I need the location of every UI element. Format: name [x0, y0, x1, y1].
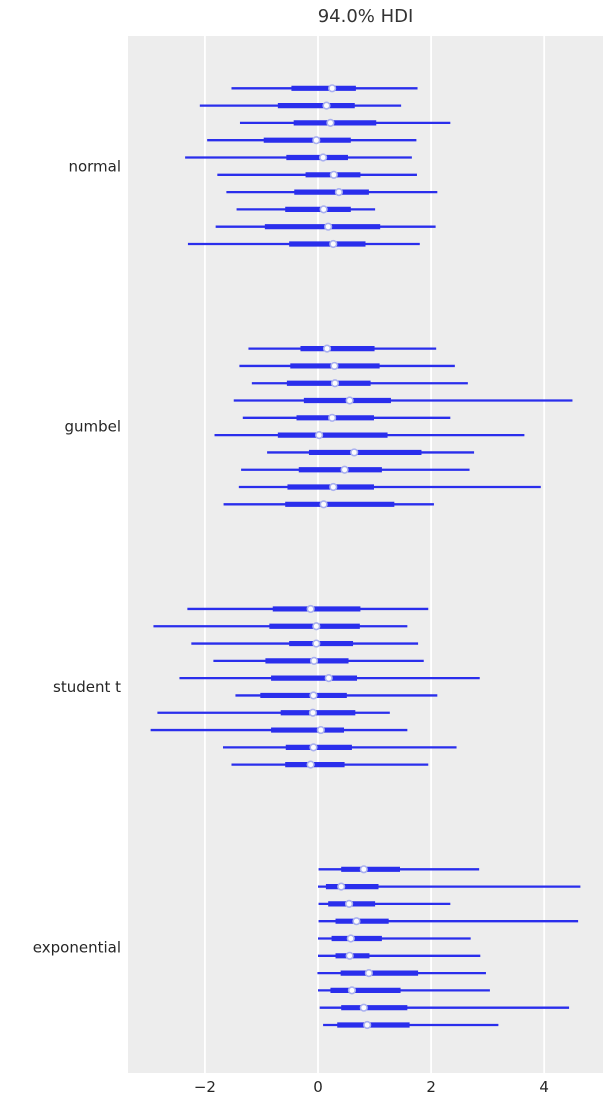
median-marker: [319, 205, 328, 214]
median-marker: [337, 882, 346, 891]
median-marker: [309, 656, 319, 665]
median-marker: [324, 674, 333, 683]
median-marker: [315, 431, 324, 440]
median-marker: [346, 934, 355, 943]
median-marker: [306, 604, 315, 614]
median-marker: [318, 153, 328, 162]
median-marker: [306, 760, 315, 769]
median-marker: [345, 951, 354, 960]
median-marker: [309, 691, 318, 700]
x-tick-label: 4: [539, 1078, 549, 1096]
median-marker: [352, 917, 361, 926]
median-marker: [322, 344, 332, 353]
y-group-label: normal: [68, 157, 121, 175]
x-tick-label: 0: [313, 1078, 323, 1096]
median-marker: [334, 188, 344, 197]
y-group-label: exponential: [33, 938, 121, 956]
median-marker: [328, 413, 337, 422]
median-marker: [312, 639, 321, 648]
median-marker: [350, 448, 359, 457]
y-group-label: gumbel: [64, 418, 121, 436]
median-marker: [324, 222, 333, 231]
median-marker: [328, 84, 337, 93]
median-marker: [326, 118, 335, 127]
median-marker: [329, 482, 338, 492]
median-marker: [364, 968, 373, 978]
median-marker: [359, 1003, 368, 1012]
median-marker: [319, 500, 328, 509]
plot-title: 94.0% HDI: [317, 6, 414, 27]
median-marker: [312, 136, 321, 145]
median-marker: [345, 396, 354, 405]
median-marker: [330, 361, 339, 371]
median-marker: [330, 379, 340, 388]
median-marker: [329, 170, 338, 179]
y-group-label: student t: [53, 678, 121, 696]
x-tick-label: −2: [194, 1078, 216, 1096]
median-marker: [322, 101, 331, 110]
median-marker: [309, 743, 318, 752]
median-marker: [329, 239, 338, 249]
median-marker: [312, 622, 321, 631]
median-marker: [363, 1020, 372, 1030]
median-marker: [316, 725, 325, 735]
x-tick-label: 2: [426, 1078, 436, 1096]
median-marker: [345, 899, 354, 908]
median-marker: [347, 986, 357, 995]
median-marker: [308, 708, 318, 717]
median-marker: [340, 465, 349, 474]
median-marker: [359, 865, 368, 874]
